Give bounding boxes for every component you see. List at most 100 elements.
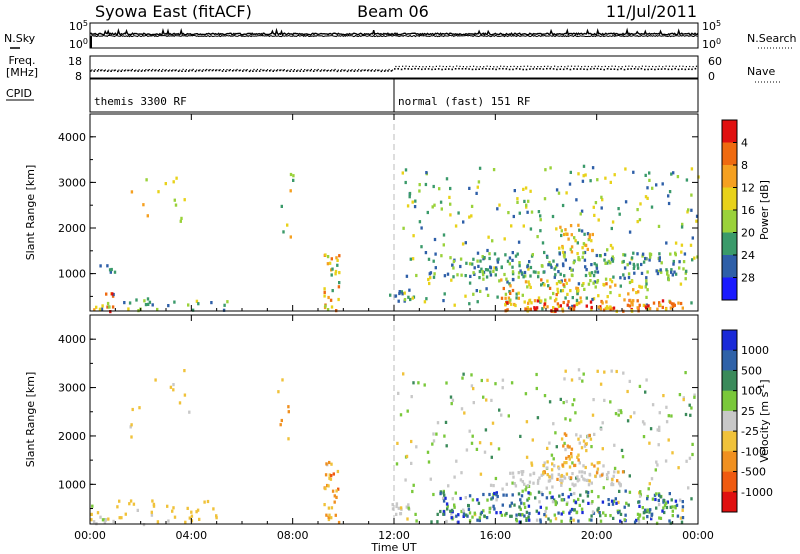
echo-cell xyxy=(603,370,606,374)
nave-label: Nave xyxy=(747,65,775,78)
freq-point xyxy=(346,70,349,73)
echo-cell xyxy=(656,428,659,432)
echo-cell xyxy=(530,210,534,214)
echo-cell xyxy=(557,304,561,308)
echo-cell xyxy=(600,427,603,431)
echo-cell xyxy=(605,473,609,477)
nave-point xyxy=(523,65,525,67)
echo-cell xyxy=(327,515,330,519)
echo-cell xyxy=(468,281,472,285)
echo-cell xyxy=(526,484,530,488)
echo-cell xyxy=(599,519,603,523)
echo-cell xyxy=(549,519,552,523)
echo-cell xyxy=(546,466,549,470)
echo-cell xyxy=(573,398,576,402)
nave-point xyxy=(381,69,383,71)
echo-cell xyxy=(527,496,531,501)
echo-cell xyxy=(588,271,591,275)
echo-cell xyxy=(521,470,525,474)
echo-cell xyxy=(649,427,653,431)
echo-cell xyxy=(154,378,157,382)
echo-cell xyxy=(597,495,600,499)
echo-cell xyxy=(620,411,623,415)
echo-cell xyxy=(393,294,396,298)
echo-cell xyxy=(195,299,199,303)
echo-cell xyxy=(566,303,569,307)
echo-cell xyxy=(150,513,154,517)
echo-cell xyxy=(673,270,676,274)
echo-cell xyxy=(130,423,133,427)
echo-cell xyxy=(544,168,547,172)
echo-cell xyxy=(685,269,688,273)
nave-point xyxy=(263,69,265,71)
echo-cell xyxy=(571,304,574,308)
echo-cell xyxy=(593,213,596,217)
echo-cell xyxy=(544,298,547,302)
echo-cell xyxy=(618,489,621,493)
echo-cell xyxy=(569,476,573,480)
echo-cell xyxy=(681,306,684,310)
echo-cell xyxy=(445,177,449,181)
echo-cell xyxy=(460,273,463,277)
nave-point xyxy=(516,66,519,68)
echo-cell xyxy=(496,494,499,499)
echo-cell xyxy=(494,476,498,481)
nave-point xyxy=(439,65,441,67)
freq-point xyxy=(242,70,244,72)
echo-cell xyxy=(402,372,405,376)
echo-cell xyxy=(609,514,612,518)
echo-cell xyxy=(576,291,579,296)
echo-cell xyxy=(611,259,615,263)
echo-cell xyxy=(573,491,576,496)
freq-point xyxy=(140,70,143,72)
echo-cell xyxy=(334,513,337,517)
nave-point xyxy=(202,69,204,71)
echo-cell xyxy=(580,300,583,304)
echo-cell xyxy=(414,512,417,516)
echo-cell xyxy=(570,452,573,456)
echo-cell xyxy=(681,505,685,509)
nave-point xyxy=(361,69,363,71)
echo-cell xyxy=(663,503,667,508)
echo-cell xyxy=(444,496,447,500)
echo-cell xyxy=(599,474,602,478)
echo-cell xyxy=(452,275,455,279)
echo-cell xyxy=(517,492,521,496)
echo-cell xyxy=(670,172,673,176)
echo-cell xyxy=(594,201,598,205)
echo-cell xyxy=(461,376,464,380)
freq-point xyxy=(454,68,457,70)
echo-cell xyxy=(564,296,567,300)
echo-cell xyxy=(638,494,642,498)
echo-cell xyxy=(565,456,568,460)
echo-cell xyxy=(674,272,678,276)
echo-cell xyxy=(590,514,593,518)
nave-point xyxy=(618,66,620,68)
echo-cell xyxy=(621,470,625,474)
freq-point xyxy=(569,68,572,71)
echo-cell xyxy=(556,290,560,295)
nave-point xyxy=(466,66,468,68)
echo-cell xyxy=(561,498,564,502)
echo-cell xyxy=(638,514,641,518)
echo-cell xyxy=(550,476,554,480)
echo-cell xyxy=(323,503,326,507)
freq-point xyxy=(90,70,92,72)
echo-cell xyxy=(511,251,514,255)
echo-cell xyxy=(453,503,456,507)
echo-cell xyxy=(130,435,133,439)
echo-cell xyxy=(672,259,675,264)
nave-point xyxy=(256,68,258,71)
nave-point xyxy=(652,65,654,68)
echo-cell xyxy=(485,287,488,291)
echo-cell xyxy=(589,300,593,304)
echo-cell xyxy=(565,461,568,465)
echo-cell xyxy=(327,484,330,488)
velocity-ylabel: Slant Range [km] xyxy=(24,372,37,468)
echo-cell xyxy=(587,501,590,505)
freq-point xyxy=(211,69,214,72)
echo-cell xyxy=(327,517,331,522)
echo-cell xyxy=(650,517,653,521)
echo-cell xyxy=(596,178,599,182)
echo-cell xyxy=(407,506,410,510)
